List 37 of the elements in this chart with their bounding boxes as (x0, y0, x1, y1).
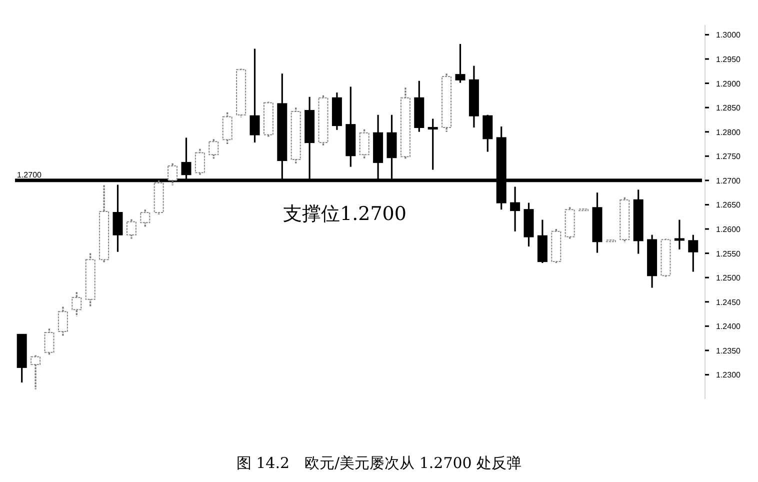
candlestick (44, 328, 54, 356)
candlestick (168, 162, 178, 186)
y-tick-label: 1.2650 (716, 200, 742, 210)
candlestick (72, 291, 82, 318)
y-tick-label: 1.2900 (716, 79, 742, 88)
candlestick (112, 184, 123, 253)
y-tick-label: 1.2850 (716, 104, 742, 113)
candlestick (510, 186, 520, 232)
y-tick-label: 1.2550 (716, 249, 742, 258)
y-tick-label: 1.2400 (716, 322, 742, 332)
y-tick-label: 1.2500 (716, 274, 742, 283)
candlestick (688, 234, 698, 273)
ref-line-label: 1.2700 (17, 170, 42, 180)
candlestick (250, 48, 260, 144)
text: 图 14.2 欧元/美元屡次从 1.2700 处反弹 (236, 454, 522, 472)
y-tick-label: 1.2350 (716, 346, 742, 356)
candlestick (208, 138, 219, 160)
candlestick (222, 112, 232, 145)
candlestick (140, 208, 150, 228)
candlestick (455, 43, 466, 84)
candlestick (674, 218, 684, 250)
y-tick-label: 1.2950 (716, 55, 742, 64)
y-tick-label: 1.2450 (716, 298, 742, 307)
y-tick-label: 1.2300 (716, 370, 742, 380)
y-tick-label: 1.2600 (716, 225, 742, 234)
y-tick-label: 1.2800 (716, 128, 742, 137)
candlestick (482, 114, 493, 153)
annotation: 支撑位1.2700 (283, 203, 406, 225)
candlestick (30, 354, 41, 390)
candlestick (126, 218, 136, 240)
candlestick (58, 306, 68, 337)
candlestick (359, 128, 370, 160)
y-tick-label: 1.2700 (716, 176, 742, 186)
candlestick (194, 148, 205, 176)
candlestick (428, 118, 438, 171)
y-tick-label: 1.2750 (716, 152, 742, 162)
y-tick-label: 1.3000 (716, 30, 742, 40)
